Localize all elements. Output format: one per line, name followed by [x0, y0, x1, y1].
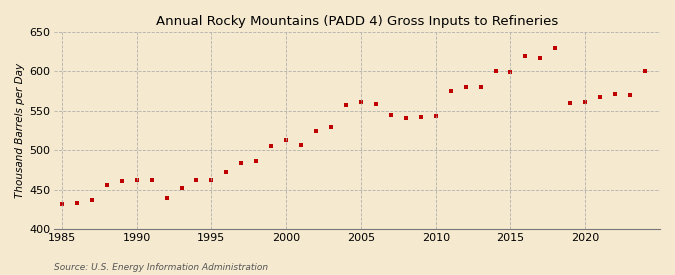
Title: Annual Rocky Mountains (PADD 4) Gross Inputs to Refineries: Annual Rocky Mountains (PADD 4) Gross In…: [156, 15, 558, 28]
Y-axis label: Thousand Barrels per Day: Thousand Barrels per Day: [15, 63, 25, 198]
Text: Source: U.S. Energy Information Administration: Source: U.S. Energy Information Administ…: [54, 263, 268, 272]
